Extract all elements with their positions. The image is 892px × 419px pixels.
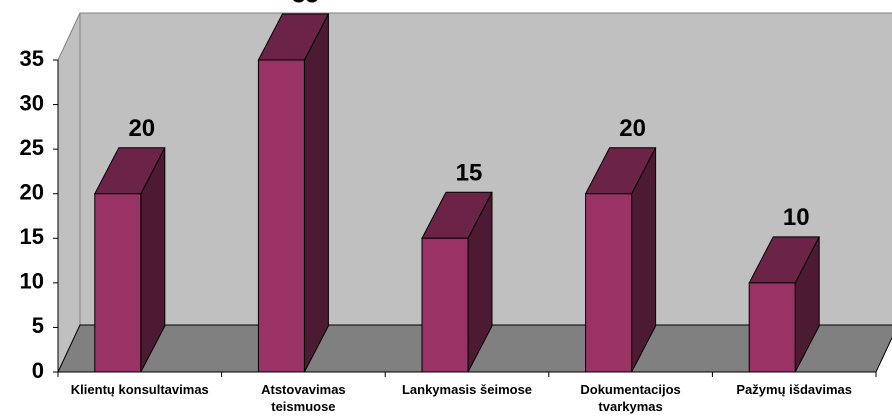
bar <box>584 147 657 373</box>
value-label: 35 <box>292 0 319 8</box>
y-tick-label: 30 <box>20 90 44 115</box>
bar <box>421 191 493 373</box>
value-label: 15 <box>456 160 483 187</box>
bar <box>257 13 330 373</box>
x-tick-label: Atstovavimas teismuose <box>261 382 346 414</box>
y-tick-label: 5 <box>32 313 44 338</box>
y-tick-label: 35 <box>20 46 44 71</box>
value-label: 20 <box>128 115 155 142</box>
y-tick-label: 10 <box>20 269 44 294</box>
bar-front <box>421 237 469 373</box>
y-tick-label: 25 <box>20 135 44 160</box>
value-label: 10 <box>783 204 810 231</box>
y-tick-label: 0 <box>32 358 44 383</box>
y-tick-label: 20 <box>20 180 44 205</box>
x-tick-label: Dokumentacijos tvarkymas <box>580 382 681 414</box>
y-tick-label: 15 <box>20 224 44 249</box>
bar-front <box>748 282 796 373</box>
bar-side <box>303 13 329 373</box>
bar <box>93 147 166 373</box>
bar-front <box>257 59 305 373</box>
x-tick-label: Pažymų išdavimas <box>736 382 852 397</box>
x-tick-label: Klientų konsultavimas <box>70 382 209 397</box>
back-wall <box>57 12 81 373</box>
value-label: 20 <box>619 115 646 142</box>
bar <box>748 236 821 373</box>
x-tick-label: Lankymasis šeimose <box>401 382 533 397</box>
bar-front <box>94 193 142 373</box>
bar-front <box>585 193 633 373</box>
